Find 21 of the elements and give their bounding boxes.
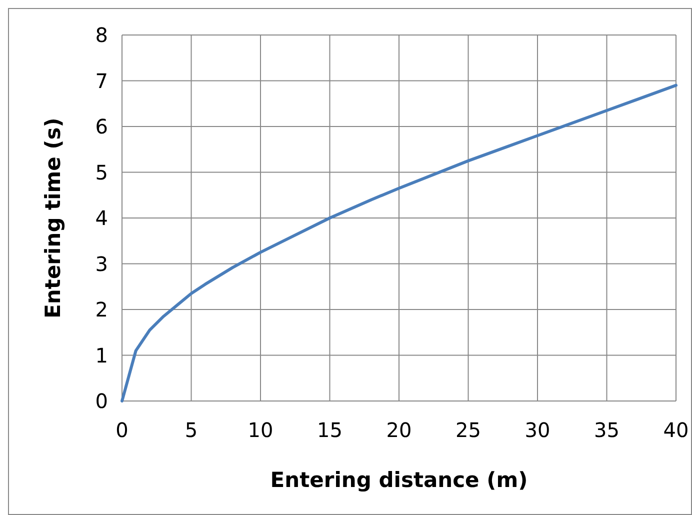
y-tick-label: 6	[95, 114, 108, 138]
y-tick-label: 2	[95, 298, 108, 322]
line-series	[120, 84, 678, 402]
x-tick-label: 10	[248, 418, 274, 442]
x-tick-label: 35	[594, 418, 620, 442]
y-tick-label: 3	[95, 252, 108, 276]
y-tick-label: 0	[95, 389, 108, 413]
x-tick-label: 20	[386, 418, 412, 442]
x-tick-label: 40	[663, 418, 689, 442]
y-tick-label: 8	[95, 23, 108, 47]
y-tick-label: 5	[95, 160, 108, 184]
y-tick-label: 4	[95, 206, 108, 230]
x-tick-label: 25	[456, 418, 481, 442]
y-axis-title: Entering time (s)	[41, 118, 65, 318]
x-tick-label: 5	[184, 418, 198, 442]
y-tick-label: 1	[95, 343, 108, 368]
x-tick-label: 0	[116, 418, 128, 442]
x-axis-title: Entering distance (m)	[270, 468, 528, 492]
x-tick-label: 15	[317, 418, 342, 442]
y-tick-label: 7	[95, 68, 108, 93]
x-tick-label: 30	[524, 418, 550, 442]
